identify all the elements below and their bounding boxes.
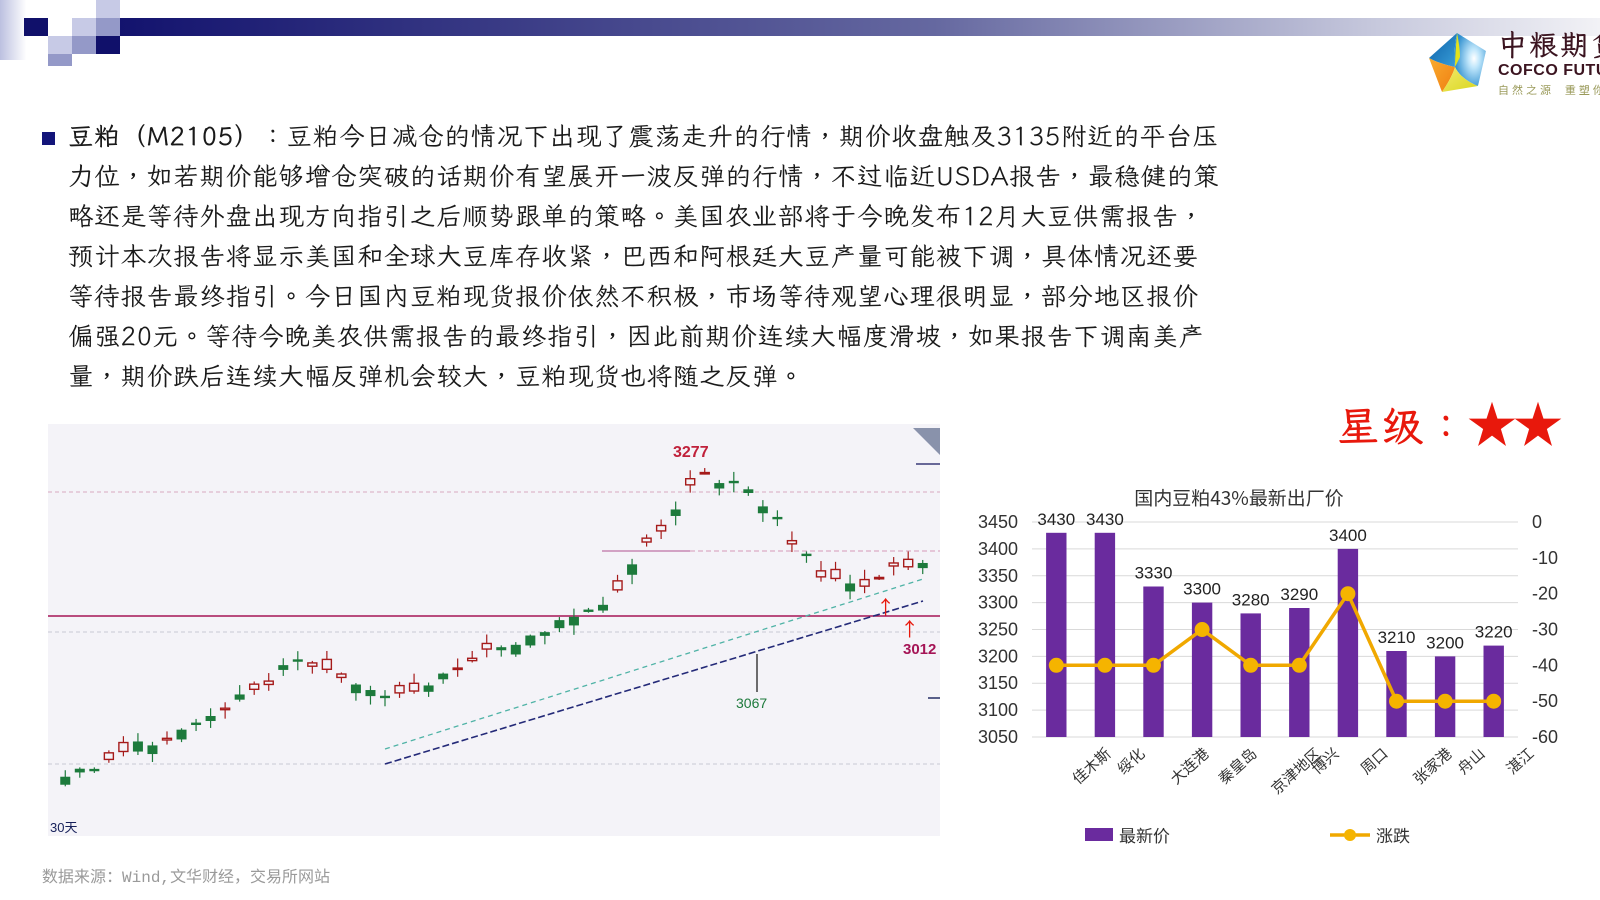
- svg-text:3290: 3290: [1280, 585, 1318, 604]
- svg-text:3200: 3200: [978, 646, 1018, 666]
- svg-text:3250: 3250: [978, 620, 1018, 640]
- svg-text:3400: 3400: [978, 539, 1018, 559]
- svg-text:3330: 3330: [1135, 564, 1173, 583]
- svg-text:-30: -30: [1532, 620, 1558, 640]
- svg-text:3430: 3430: [1086, 510, 1124, 529]
- svg-text:3012: 3012: [903, 641, 936, 658]
- svg-text:3430: 3430: [1037, 510, 1075, 529]
- svg-text:3450: 3450: [978, 512, 1018, 532]
- svg-text:3280: 3280: [1232, 590, 1270, 609]
- svg-text:3350: 3350: [978, 566, 1018, 586]
- svg-text:3277: 3277: [673, 444, 709, 461]
- svg-text:3150: 3150: [978, 673, 1018, 693]
- svg-text:-20: -20: [1532, 584, 1558, 604]
- svg-text:↑: ↑: [900, 615, 919, 642]
- svg-text:3100: 3100: [978, 700, 1018, 720]
- svg-text:-50: -50: [1532, 691, 1558, 711]
- svg-text:-10: -10: [1532, 548, 1558, 568]
- svg-text:30天: 30天: [50, 820, 77, 835]
- svg-text:-60: -60: [1532, 727, 1558, 747]
- svg-text:0: 0: [1532, 512, 1542, 532]
- svg-text:↑: ↑: [876, 593, 895, 620]
- svg-text:3210: 3210: [1378, 628, 1416, 647]
- svg-text:3300: 3300: [978, 593, 1018, 613]
- svg-text:3300: 3300: [1183, 580, 1221, 599]
- svg-text:-40: -40: [1532, 655, 1558, 675]
- svg-text:3067: 3067: [736, 695, 767, 711]
- svg-text:3050: 3050: [978, 727, 1018, 747]
- svg-text:3400: 3400: [1329, 526, 1367, 545]
- svg-text:3220: 3220: [1475, 623, 1513, 642]
- svg-text:3200: 3200: [1426, 633, 1464, 652]
